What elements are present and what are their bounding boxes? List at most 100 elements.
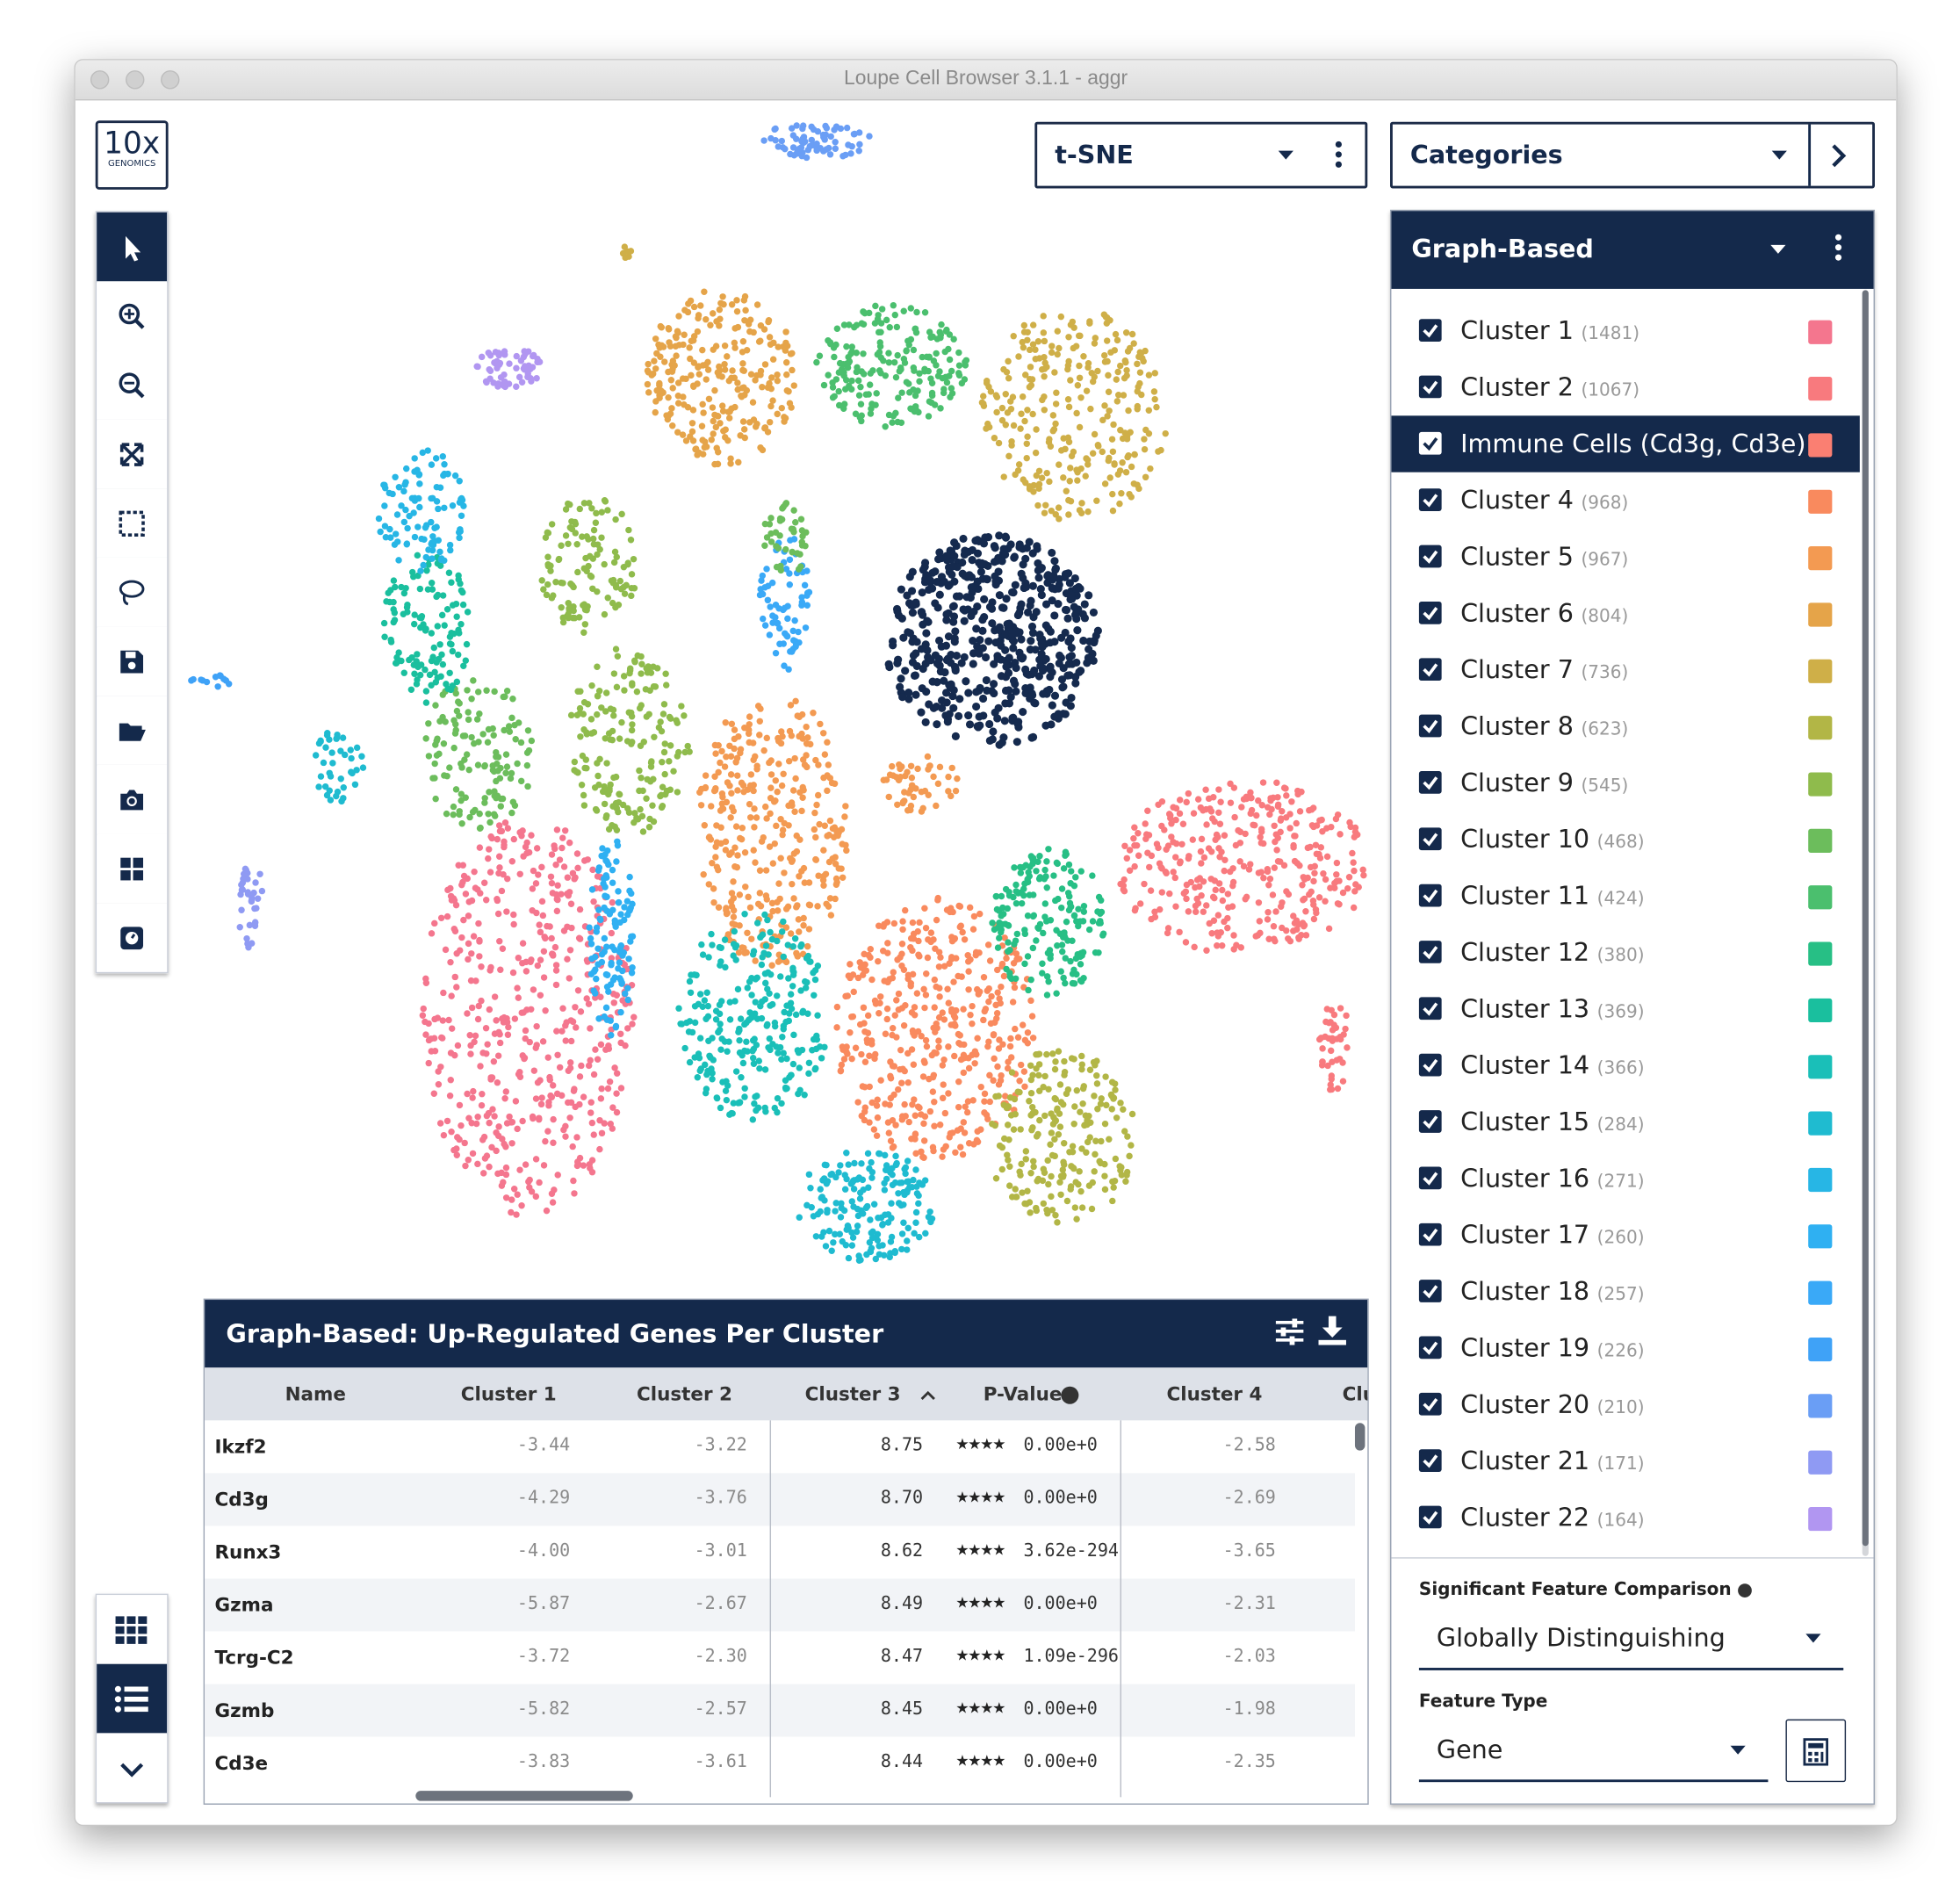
cell-point bbox=[587, 1025, 594, 1032]
cell-point bbox=[483, 1152, 491, 1159]
cell-point bbox=[436, 484, 444, 491]
tool-button[interactable] bbox=[97, 557, 168, 628]
tool-button[interactable] bbox=[97, 903, 168, 972]
cell-point bbox=[1286, 825, 1293, 832]
cell-point bbox=[818, 1055, 825, 1062]
cell-point bbox=[726, 999, 733, 1006]
cell-point bbox=[901, 667, 910, 675]
close-button[interactable] bbox=[90, 70, 110, 90]
tool-button[interactable] bbox=[97, 488, 168, 559]
cluster-row[interactable]: Immune Cells (Cd3g, Cd3e)... bbox=[1391, 415, 1860, 472]
view-button[interactable] bbox=[97, 1663, 168, 1735]
cell-point bbox=[429, 555, 436, 562]
cell-point bbox=[854, 1222, 861, 1230]
cell-point bbox=[960, 1119, 968, 1126]
more-menu-icon[interactable] bbox=[1334, 140, 1344, 172]
cell-point bbox=[957, 1143, 964, 1150]
cell-point bbox=[873, 390, 880, 397]
cell-point bbox=[999, 1041, 1006, 1048]
cell-point bbox=[1010, 1126, 1018, 1133]
cell-point bbox=[719, 293, 726, 300]
checkbox[interactable] bbox=[1418, 431, 1442, 455]
checkbox[interactable] bbox=[1418, 601, 1442, 624]
cell-point bbox=[802, 624, 810, 631]
tool-button[interactable] bbox=[97, 833, 168, 905]
tool-button[interactable] bbox=[97, 419, 168, 490]
cell-point bbox=[1096, 1158, 1103, 1165]
cell-point bbox=[626, 667, 634, 674]
tool-button[interactable] bbox=[97, 696, 168, 767]
expand-panel-button[interactable] bbox=[1830, 143, 1848, 169]
cell-point bbox=[898, 1113, 906, 1120]
checkbox[interactable] bbox=[1418, 319, 1442, 342]
view-button[interactable] bbox=[97, 1595, 168, 1666]
group-header[interactable]: Graph-Based bbox=[1391, 211, 1874, 289]
cell-point bbox=[961, 1129, 969, 1136]
cell-point bbox=[441, 461, 448, 468]
cell-point bbox=[882, 423, 889, 430]
cell-point bbox=[488, 1143, 495, 1151]
tsne-plot[interactable] bbox=[163, 100, 1394, 1306]
cluster-row[interactable]: Cluster 8 (623) bbox=[1391, 698, 1859, 754]
checkbox[interactable] bbox=[1418, 771, 1442, 794]
cell-point bbox=[796, 1064, 803, 1071]
minimize-button[interactable] bbox=[126, 70, 145, 90]
projection-dropdown[interactable]: t-SNE bbox=[1034, 121, 1368, 189]
cell-point bbox=[486, 819, 494, 826]
cluster-row[interactable]: Cluster 5 (967) bbox=[1391, 529, 1859, 585]
cell-point bbox=[611, 548, 619, 556]
cell-point bbox=[1110, 1184, 1117, 1191]
cell-point bbox=[1337, 831, 1344, 838]
cluster-row[interactable]: Cluster 9 (545) bbox=[1391, 754, 1859, 811]
cell-point bbox=[422, 553, 429, 561]
cell-point bbox=[1011, 984, 1019, 992]
cell-point bbox=[808, 136, 816, 144]
cell-point bbox=[876, 349, 883, 356]
cell-point bbox=[549, 1082, 557, 1089]
cluster-row[interactable]: Cluster 4 (968) bbox=[1391, 472, 1859, 529]
checkbox[interactable] bbox=[1418, 658, 1442, 682]
cell-point bbox=[741, 911, 748, 918]
cell-point bbox=[904, 1224, 912, 1232]
cell-point bbox=[1100, 351, 1108, 359]
cell-point bbox=[1105, 371, 1112, 379]
tool-button[interactable] bbox=[97, 281, 168, 352]
cell-point bbox=[964, 1098, 972, 1105]
checkbox[interactable] bbox=[1418, 488, 1442, 512]
checkbox[interactable] bbox=[1418, 375, 1442, 399]
cell-point bbox=[1213, 831, 1221, 839]
zoom-button[interactable] bbox=[161, 70, 180, 90]
more-menu-icon[interactable] bbox=[1834, 233, 1843, 265]
checkbox[interactable] bbox=[1418, 714, 1442, 738]
cell-point bbox=[741, 1093, 748, 1100]
cell-point bbox=[667, 715, 674, 722]
cell-point bbox=[811, 826, 818, 833]
cell-point bbox=[915, 1200, 922, 1208]
cell-point bbox=[1140, 357, 1147, 365]
cluster-row[interactable]: Cluster 1 (1481) bbox=[1391, 303, 1859, 359]
tool-button[interactable] bbox=[97, 350, 168, 422]
cell-point bbox=[788, 404, 795, 411]
tool-button[interactable] bbox=[97, 764, 168, 835]
cell-point bbox=[661, 740, 668, 747]
cell-point bbox=[1194, 796, 1202, 803]
category-selector[interactable]: Categories bbox=[1390, 121, 1875, 189]
cluster-row[interactable]: Cluster 2 (1067) bbox=[1391, 359, 1859, 415]
cell-point bbox=[977, 1083, 984, 1091]
cluster-row[interactable]: Cluster 6 (804) bbox=[1391, 585, 1859, 641]
cell-point bbox=[766, 843, 774, 850]
cell-point bbox=[908, 774, 916, 782]
cell-point bbox=[737, 1015, 745, 1022]
checkbox[interactable] bbox=[1418, 545, 1442, 568]
cell-point bbox=[390, 606, 397, 613]
cell-point bbox=[945, 999, 953, 1006]
cell-point bbox=[1063, 1090, 1070, 1098]
cell-point bbox=[1126, 1152, 1133, 1160]
cell-point bbox=[1089, 656, 1098, 665]
tool-button[interactable] bbox=[97, 212, 168, 283]
tool-button[interactable] bbox=[97, 626, 168, 697]
cluster-row[interactable]: Cluster 7 (736) bbox=[1391, 642, 1859, 698]
cell-point bbox=[812, 756, 819, 764]
view-button[interactable] bbox=[97, 1733, 168, 1803]
cell-point bbox=[857, 400, 865, 407]
